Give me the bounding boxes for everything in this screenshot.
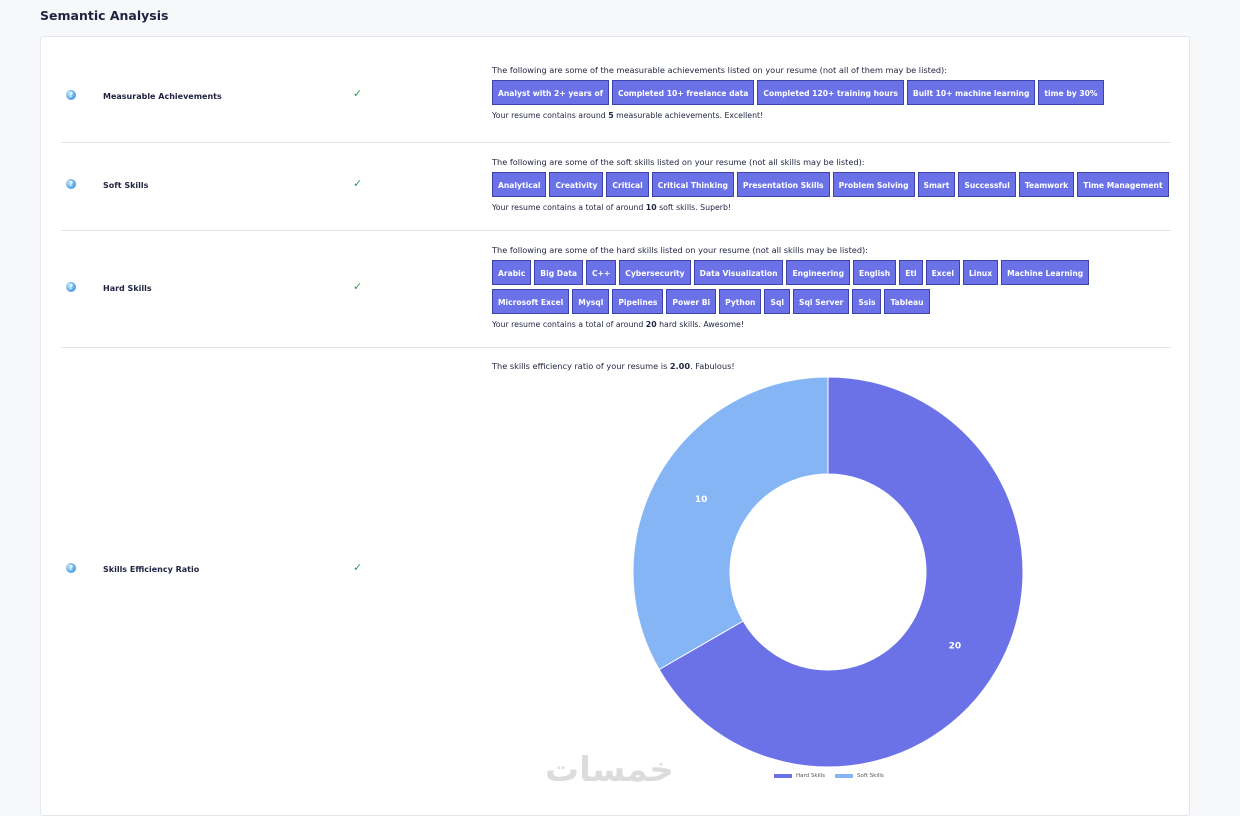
skill-tag[interactable]: Completed 120+ training hours [757, 80, 904, 105]
row-summary: Your resume contains a total of around 1… [492, 203, 732, 212]
row-content: The following are some of the soft skill… [492, 156, 1172, 212]
legend-swatch [774, 774, 792, 778]
page-title: Semantic Analysis [40, 8, 169, 23]
checkmark-icon: ✓ [353, 280, 363, 293]
row-measurable-achievements: ? Measurable Achievements ✓ The followin… [61, 37, 1171, 143]
checkmark-icon: ✓ [353, 561, 363, 574]
row-content: The skills efficiency ratio of your resu… [492, 360, 1172, 372]
skill-tag[interactable]: Python [719, 289, 762, 314]
row-intro: The following are some of the measurable… [492, 65, 948, 75]
legend-swatch [835, 774, 854, 778]
skill-tag[interactable]: C++ [585, 260, 617, 285]
skill-tag[interactable]: English [853, 260, 897, 285]
skill-tag[interactable]: Ssis [852, 289, 882, 314]
skill-tag[interactable]: Analyst with 2+ years of [492, 80, 609, 105]
skill-tag[interactable]: Tableau [884, 289, 930, 314]
skill-tag[interactable]: Critical [606, 172, 649, 197]
legend-label: Hard Skills [796, 773, 826, 779]
watermark: خمسات [545, 750, 674, 790]
help-icon[interactable]: ? [66, 563, 76, 573]
skill-tag[interactable]: Data Visualization [693, 260, 784, 285]
skill-tag[interactable]: Time Management [1077, 172, 1169, 197]
legend-label: Soft Skills [857, 773, 884, 779]
row-label: Soft Skills [103, 181, 149, 190]
donut-slice-soft-skills[interactable] [632, 376, 829, 671]
skill-tag[interactable]: Creativity [549, 172, 604, 197]
skill-tag[interactable]: Big Data [534, 260, 583, 285]
row-skills-efficiency-ratio: ? Skills Efficiency Ratio ✓ The skills e… [61, 348, 1171, 808]
skill-tag[interactable]: Teamwork [1018, 172, 1075, 197]
row-intro: The skills efficiency ratio of your resu… [492, 361, 735, 371]
row-content: The following are some of the measurable… [492, 64, 1172, 120]
skill-tag[interactable]: Presentation Skills [736, 172, 830, 197]
skill-tag[interactable]: Sql Server [792, 289, 850, 314]
skill-tag[interactable]: Arabic [492, 260, 532, 285]
skill-tag[interactable]: Sql [764, 289, 790, 314]
row-label: Skills Efficiency Ratio [103, 565, 200, 574]
chart-legend: Hard Skills Soft Skills [774, 773, 894, 779]
skill-tag[interactable]: Power Bi [666, 289, 717, 314]
skill-tag[interactable]: Excel [925, 260, 960, 285]
row-soft-skills: ? Soft Skills ✓ The following are some o… [61, 143, 1171, 231]
help-icon[interactable]: ? [66, 282, 76, 292]
donut-data-label: 20 [949, 641, 962, 651]
row-intro: The following are some of the soft skill… [492, 157, 865, 167]
skill-tag[interactable]: Cybersecurity [619, 260, 691, 285]
row-hard-skills: ? Hard Skills ✓ The following are some o… [61, 231, 1171, 348]
skill-tag[interactable]: Linux [962, 260, 999, 285]
skill-tag[interactable]: Machine Learning [1001, 260, 1090, 285]
skill-tag[interactable]: Pipelines [612, 289, 664, 314]
row-content: The following are some of the hard skill… [492, 244, 1172, 329]
skill-tag[interactable]: Problem Solving [832, 172, 915, 197]
skill-tag[interactable]: Analytical [492, 172, 547, 197]
row-intro: The following are some of the hard skill… [492, 245, 868, 255]
row-summary: Your resume contains around 5 measurable… [492, 111, 764, 120]
skill-tag[interactable]: Built 10+ machine learning [906, 80, 1036, 105]
row-label: Measurable Achievements [103, 92, 222, 101]
legend-item[interactable]: Soft Skills [835, 773, 884, 779]
help-icon[interactable]: ? [66, 90, 76, 100]
donut-data-label: 10 [695, 495, 708, 505]
skill-tag[interactable]: Completed 10+ freelance data [612, 80, 755, 105]
help-icon[interactable]: ? [66, 179, 76, 189]
tag-list: Analyst with 2+ years of Completed 10+ fr… [492, 80, 1172, 109]
checkmark-icon: ✓ [353, 177, 363, 190]
skill-tag[interactable]: Mysql [572, 289, 610, 314]
skill-tag[interactable]: time by 30% [1038, 80, 1104, 105]
skill-tag[interactable]: Engineering [786, 260, 851, 285]
row-summary: Your resume contains a total of around 2… [492, 320, 744, 329]
donut-slice-hard-skills[interactable] [658, 376, 1024, 768]
semantic-analysis-card: ? Measurable Achievements ✓ The followin… [40, 36, 1190, 816]
skill-tag[interactable]: Critical Thinking [651, 172, 734, 197]
legend-item[interactable]: Hard Skills [774, 773, 825, 779]
skill-tag[interactable]: Etl [899, 260, 923, 285]
skill-tag[interactable]: Successful [958, 172, 1016, 197]
row-label: Hard Skills [103, 284, 152, 293]
checkmark-icon: ✓ [353, 87, 363, 100]
skill-tag[interactable]: Smart [917, 172, 956, 197]
tag-list: Analytical Creativity Critical Critical Thi… [492, 172, 1172, 201]
skill-tag[interactable]: Microsoft Excel [492, 289, 570, 314]
tag-list: Arabic Big Data C++ Cybersecurity Data Visua… [492, 260, 1152, 318]
